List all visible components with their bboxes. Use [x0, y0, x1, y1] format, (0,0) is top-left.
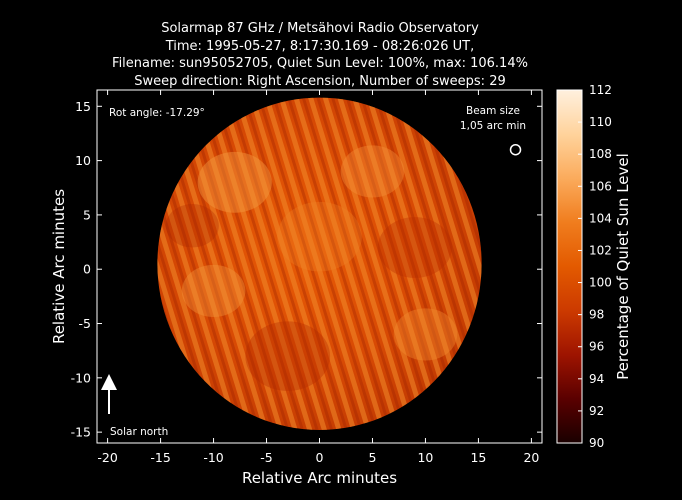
colorbar-tick-label: 94	[589, 372, 604, 386]
x-tick-label: -5	[260, 450, 272, 465]
disk-patch	[197, 151, 272, 213]
disk-patch	[393, 308, 458, 361]
title-line-3: Filename: sun95052705, Quiet Sun Level: …	[112, 56, 528, 71]
colorbar-tick-label: 104	[589, 211, 612, 225]
beam-size-label: Beam size	[466, 105, 520, 117]
disk-patch	[340, 145, 405, 198]
chart-title: Solarmap 87 GHz / Metsähovi Radio Observ…	[60, 20, 580, 90]
beam-size-marker	[509, 143, 522, 156]
y-tick-label: -5	[79, 316, 91, 331]
title-line-1: Solarmap 87 GHz / Metsähovi Radio Observ…	[161, 21, 479, 36]
x-tick-label: 15	[470, 450, 486, 465]
x-tick-label: -20	[97, 450, 117, 465]
colorbar-tick-label: 110	[589, 115, 612, 129]
y-tick-label: -15	[71, 425, 91, 440]
disk-patch	[245, 321, 331, 391]
colorbar-tick-label: 96	[589, 340, 604, 354]
x-tick-label: -15	[150, 450, 170, 465]
y-tick-label: 0	[83, 262, 91, 277]
solar-disk	[157, 97, 482, 430]
colorbar-tick-label: 108	[589, 147, 612, 161]
colorbar-tick-label: 90	[589, 436, 604, 450]
x-tick-label: 20	[523, 450, 539, 465]
x-tick-label: 0	[316, 450, 324, 465]
y-axis-label: Relative Arc minutes	[50, 189, 68, 344]
colorbar-tick-label: 98	[589, 308, 604, 322]
colorbar-tick-label: 92	[589, 404, 604, 418]
y-tick-label: 10	[75, 153, 91, 168]
y-tick-label: 15	[75, 99, 91, 114]
x-axis-label: Relative Arc minutes	[242, 469, 397, 487]
beam-size-value: 1,05 arc min	[460, 120, 526, 132]
disk-patch	[277, 201, 362, 272]
title-line-4: Sweep direction: Right Ascension, Number…	[134, 73, 506, 89]
disk-patch	[165, 204, 219, 248]
colorbar-tick-label: 100	[589, 276, 612, 290]
colorbar	[556, 89, 583, 444]
colorbar-tick-label: 112	[589, 83, 612, 97]
colorbar-ticks: 90 92 94 96 98 100 102 104 106 108 110 112	[578, 83, 612, 450]
x-tick-label: 10	[417, 450, 433, 465]
disk-patch	[377, 217, 452, 278]
solar-north-label: Solar north	[110, 426, 168, 438]
solar-north-arrow-icon	[101, 374, 117, 414]
disk-sweep-texture	[157, 97, 482, 430]
colorbar-label: Percentage of Quiet Sun Level	[614, 153, 632, 380]
y-tick-label: -10	[71, 370, 91, 385]
rot-angle-label: Rot angle: -17.29°	[109, 107, 205, 119]
x-tick-label: -10	[203, 450, 223, 465]
colorbar-tick-label: 106	[589, 179, 612, 193]
axis-ticks: -20 -15 -10 -5 0 5 10 15 20 -15 -10 -5 0 5 10 15	[71, 90, 542, 465]
title-line-2: Time: 1995-05-27, 8:17:30.169 - 08:26:02…	[165, 38, 475, 54]
colorbar-tick-label: 102	[589, 243, 612, 257]
disk-patch	[181, 264, 246, 318]
x-tick-label: 5	[368, 450, 376, 465]
y-tick-label: 5	[83, 207, 91, 222]
